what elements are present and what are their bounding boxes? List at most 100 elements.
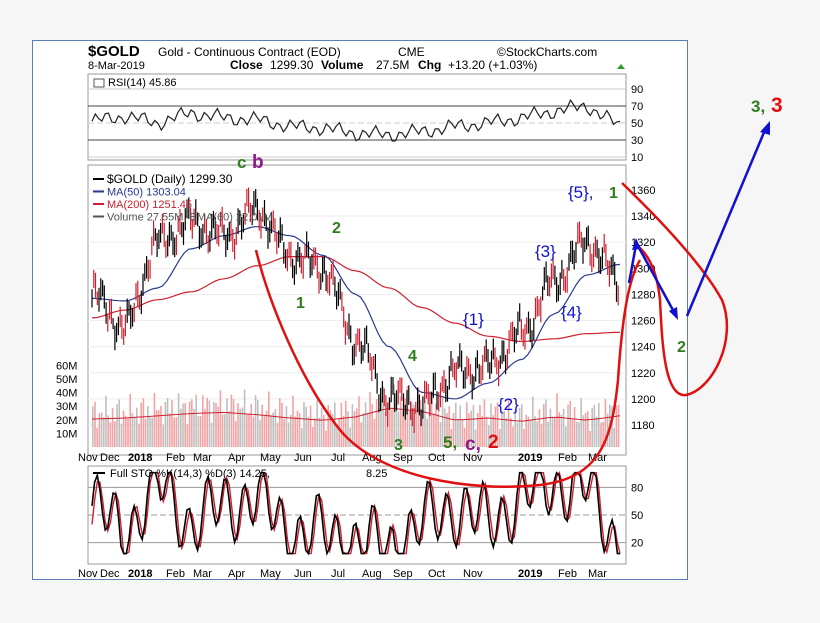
- volume-bar: [444, 408, 446, 447]
- volume-bar: [151, 417, 153, 447]
- volume-bar: [494, 406, 497, 447]
- volume-bar: [525, 414, 527, 447]
- x-axis-label: Dec: [100, 568, 120, 580]
- volume-bar: [131, 412, 134, 447]
- price-tick-label: 1180: [631, 420, 655, 432]
- label-green-2: 2: [332, 220, 341, 237]
- volume-bar: [426, 418, 428, 447]
- volume-bar: [274, 409, 277, 447]
- volume-bar: [320, 407, 323, 447]
- label-right-2: 2: [677, 339, 686, 356]
- wave-c-curve: [254, 249, 642, 488]
- volume-bar: [606, 413, 609, 447]
- volume-bar: [252, 416, 255, 447]
- x-axis-label: Nov: [463, 568, 483, 580]
- volume-bar: [496, 402, 499, 447]
- x-axis-label: 2018: [128, 452, 152, 464]
- volume-bar: [545, 399, 547, 447]
- volume-bar: [551, 416, 554, 447]
- volume-bar: [452, 413, 455, 447]
- volume-bar: [336, 427, 338, 447]
- exchange-label: CME: [398, 45, 425, 59]
- volume-bar: [446, 413, 448, 447]
- volume-bar: [246, 414, 248, 447]
- sto-tick-label: 20: [631, 538, 643, 550]
- volume-bar: [342, 416, 345, 447]
- up-arrow-icon: [617, 64, 625, 69]
- x-axis-label: Dec: [100, 452, 120, 464]
- x-axis-label: Mar: [193, 452, 212, 464]
- volume-bar: [290, 415, 292, 447]
- volume-bar: [514, 409, 516, 447]
- volume-bar: [318, 417, 321, 447]
- volume-bar: [120, 423, 123, 447]
- volume-bar: [578, 422, 580, 447]
- volume-bar: [408, 410, 411, 447]
- volume-bar: [353, 411, 356, 447]
- volume-bar: [428, 403, 431, 447]
- label-wave-3: {3}: [535, 242, 556, 261]
- volume-bar: [153, 392, 156, 447]
- label-purple-c: c,: [465, 434, 481, 455]
- volume-bar: [208, 400, 211, 447]
- volume-bar: [521, 403, 523, 447]
- volume-bar: [554, 417, 556, 447]
- volume-bar: [543, 404, 545, 447]
- volume-bar: [364, 402, 367, 447]
- volume-bar: [393, 384, 395, 447]
- volume-bar: [472, 404, 475, 447]
- volume-bar: [611, 406, 613, 447]
- volume-bar: [461, 419, 464, 447]
- volume-bar: [351, 404, 354, 447]
- volume-bar: [287, 422, 290, 447]
- volume-bar: [138, 423, 140, 447]
- volume-bar: [116, 404, 118, 447]
- volume-bar: [155, 410, 158, 447]
- price-tick-label: 1280: [631, 289, 655, 301]
- volume-bar: [490, 403, 492, 447]
- volume-bar: [296, 410, 299, 447]
- rsi-tick-label: 30: [631, 135, 643, 147]
- volume-bar: [281, 402, 283, 447]
- label-wave-5-green-1: 1: [609, 185, 618, 202]
- volume-bar: [492, 415, 494, 447]
- x-axis-label: Sep: [393, 452, 413, 464]
- volume-bar: [103, 417, 105, 447]
- symbol-title: $GOLD: [88, 43, 140, 60]
- volume-bar: [516, 422, 519, 447]
- volume-bar: [466, 402, 468, 447]
- volume-bar: [402, 410, 404, 447]
- volume-bar: [558, 412, 560, 447]
- volume-bar: [470, 410, 472, 447]
- volume-bar: [615, 405, 618, 447]
- volume-bar: [184, 403, 186, 447]
- legend-entry: $GOLD (Daily) 1299.30: [107, 172, 233, 186]
- volume-bar: [584, 412, 587, 447]
- volume-bar: [232, 398, 235, 447]
- volume-bar: [100, 412, 103, 447]
- volume-bar: [162, 424, 164, 447]
- long-up-arrow-shaft: [685, 129, 767, 317]
- volume-bar: [94, 401, 96, 447]
- x-axis-label: Apr: [228, 568, 245, 580]
- label-target-3-red: 3: [771, 94, 783, 117]
- x-axis-label: 2018: [128, 568, 152, 580]
- volume-bar: [241, 407, 244, 447]
- label-green-5: 5,: [443, 433, 457, 452]
- volume-bar: [92, 406, 94, 447]
- volume-bar: [129, 393, 131, 447]
- volume-bar: [140, 402, 142, 447]
- volume-tick-label: 30M: [56, 401, 77, 413]
- label-wave-1: {1}: [463, 310, 484, 329]
- volume-bar: [435, 403, 437, 447]
- volume-bar: [261, 404, 263, 447]
- price-tick-label: 1360: [631, 185, 655, 197]
- volume-bar: [210, 422, 213, 447]
- volume-bar: [424, 399, 426, 447]
- volume-bar: [373, 418, 376, 447]
- x-axis-label: Feb: [558, 568, 577, 580]
- volume-bar: [175, 417, 178, 447]
- x-axis-label: Mar: [588, 568, 607, 580]
- sto-label-d: 8.25: [366, 468, 387, 480]
